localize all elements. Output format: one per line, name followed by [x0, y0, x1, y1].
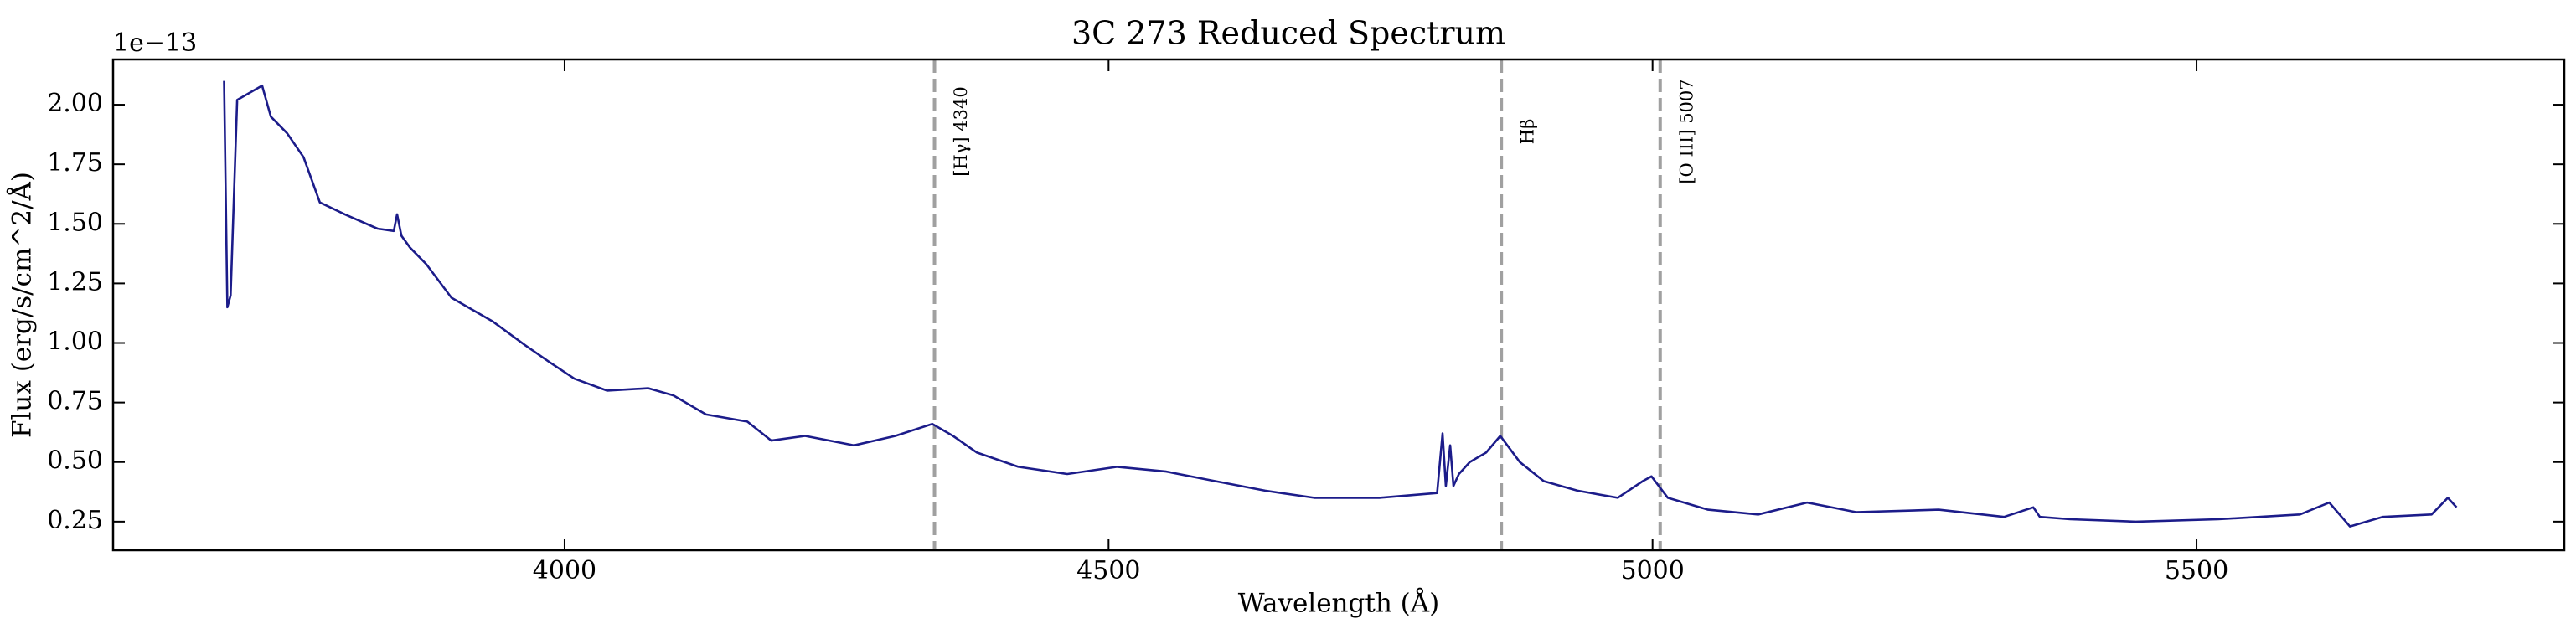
y-axis-label: Flux (erg/s/cm^2/Å): [6, 172, 38, 438]
x-tick-label: 4500: [1076, 556, 1140, 585]
y-tick-label: 0.50: [47, 446, 103, 476]
spectrum-line: [223, 80, 2458, 528]
y-tick-label: 1.25: [47, 267, 103, 296]
y-tick-label: 1.00: [47, 327, 103, 357]
chart-title: 3C 273 Reduced Spectrum: [1071, 15, 1505, 52]
y-tick-label: 1.50: [47, 208, 103, 237]
x-tick-label: 5500: [2165, 556, 2228, 585]
y-tick-label: 2.00: [47, 89, 103, 118]
y-tick-label: 0.25: [47, 506, 103, 535]
annotation-label: Hβ: [1518, 119, 1538, 144]
x-tick-label: 5000: [1620, 556, 1684, 585]
y-tick-label: 1.75: [47, 148, 103, 178]
x-tick-label: 4000: [533, 556, 596, 585]
y-tick-label: 0.75: [47, 387, 103, 416]
x-axis-label: Wavelength (Å): [1238, 587, 1439, 619]
y-offset-label: 1e−13: [113, 28, 197, 58]
annotation-label: [O III] 5007: [1676, 79, 1696, 183]
annotation-label: [Hγ] 4340: [951, 86, 971, 176]
axes-frame: [111, 58, 2566, 552]
